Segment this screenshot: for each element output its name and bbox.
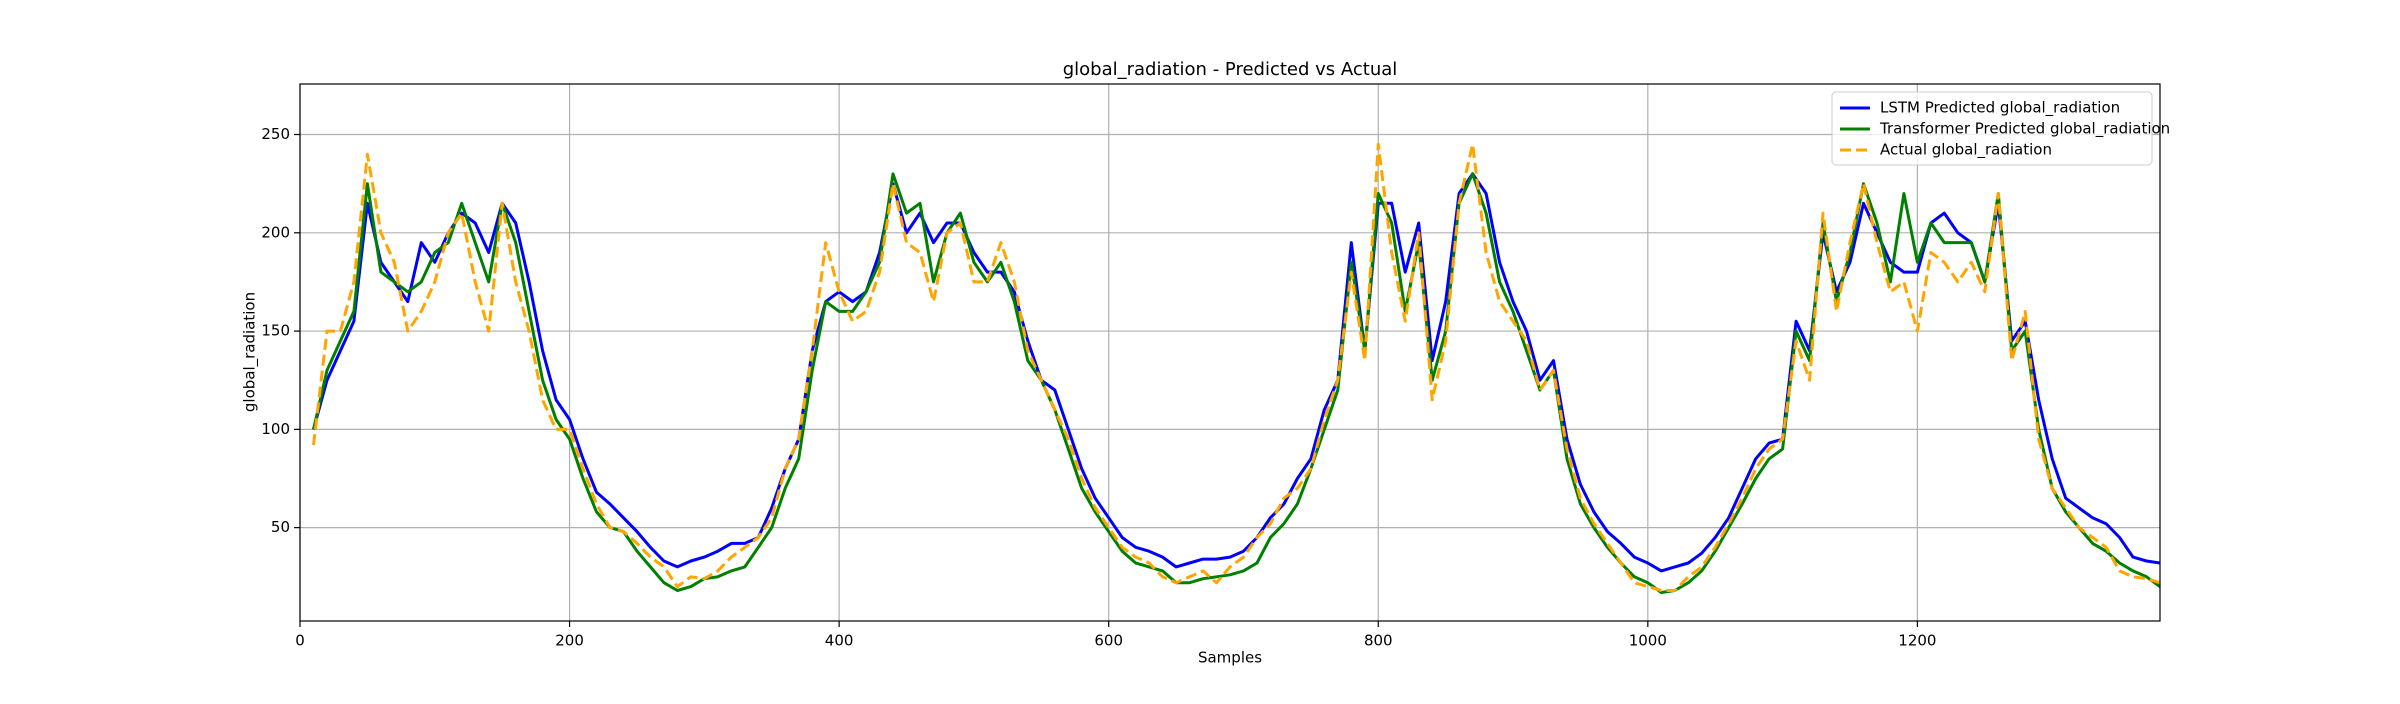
series-line xyxy=(312,172,2161,594)
x-tick-label: 600 xyxy=(1094,632,1123,650)
y-tick-label: 250 xyxy=(261,125,290,143)
legend: LSTM Predicted global_radiation Transform… xyxy=(1831,91,2170,166)
x-tick-label: 800 xyxy=(1364,632,1393,650)
legend-box xyxy=(1831,91,2153,166)
series-line xyxy=(312,172,2161,573)
x-tick-label: 1000 xyxy=(1629,632,1667,650)
y-tick-label: 150 xyxy=(261,322,290,340)
y-axis-label: global_radiation xyxy=(241,292,260,412)
y-tick-label: 50 xyxy=(271,518,290,536)
x-tick-label: 200 xyxy=(555,632,584,650)
x-tick-label: 0 xyxy=(295,632,305,650)
legend-label: Actual global_radiation xyxy=(1880,141,2052,160)
series-line xyxy=(312,142,2161,592)
legend-label: Transformer Predicted global_radiation xyxy=(1879,120,2170,139)
x-tick-label: 400 xyxy=(825,632,854,650)
x-tick-label: 1200 xyxy=(1898,632,1936,650)
y-tick-label: 200 xyxy=(261,223,290,241)
legend-label: LSTM Predicted global_radiation xyxy=(1880,99,2120,118)
plot-frame xyxy=(299,83,2161,622)
x-axis-label: Samples xyxy=(1198,649,1262,667)
y-tick-label: 100 xyxy=(261,420,290,438)
chart-title: global_radiation - Predicted vs Actual xyxy=(1063,59,1398,80)
